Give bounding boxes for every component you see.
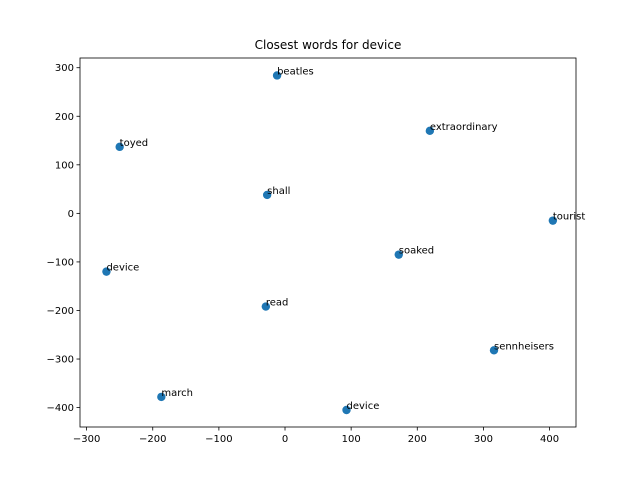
- data-point: [548, 216, 558, 225]
- data-point: [102, 267, 111, 276]
- point-label: march: [161, 388, 193, 399]
- y-tick-label: −300: [47, 355, 74, 366]
- x-tick-label: 100: [342, 434, 361, 445]
- x-tick-label: 0: [282, 434, 288, 445]
- point-label: sennheisers: [494, 341, 554, 352]
- y-tick-label: −200: [47, 306, 74, 317]
- data-point: [261, 302, 271, 311]
- point-label: read: [266, 298, 289, 309]
- data-point: [262, 190, 272, 200]
- x-tick-label: −300: [73, 434, 100, 445]
- data-point: [425, 126, 435, 136]
- y-tick-label: 300: [55, 63, 74, 74]
- point-label: shall: [267, 186, 290, 197]
- data-point: [157, 392, 166, 402]
- y-tick-label: 100: [55, 160, 74, 171]
- x-tick-label: 300: [474, 434, 493, 445]
- point-label: device: [106, 263, 139, 274]
- x-tick-label: −200: [139, 434, 166, 445]
- point-label: extraordinary: [430, 122, 498, 133]
- point-label: tourist: [553, 212, 585, 223]
- y-tick-label: −400: [47, 403, 74, 414]
- data-point: [115, 142, 124, 152]
- point-label: toyed: [120, 138, 148, 149]
- chart-title: Closest words for device: [255, 38, 402, 52]
- x-tick-label: 200: [408, 434, 427, 445]
- data-point: [272, 71, 282, 80]
- x-tick-label: −100: [205, 434, 232, 445]
- x-tick-label: 400: [540, 434, 559, 445]
- data-point: [342, 405, 351, 415]
- point-label: soaked: [399, 246, 434, 257]
- y-tick-label: −100: [47, 257, 74, 268]
- data-point: [489, 346, 499, 355]
- y-tick-label: 0: [68, 209, 74, 220]
- plot-frame: [79, 57, 577, 428]
- y-tick-label: 200: [55, 112, 74, 123]
- point-label: beatles: [277, 66, 314, 77]
- data-point: [394, 250, 403, 259]
- point-label: device: [347, 401, 380, 412]
